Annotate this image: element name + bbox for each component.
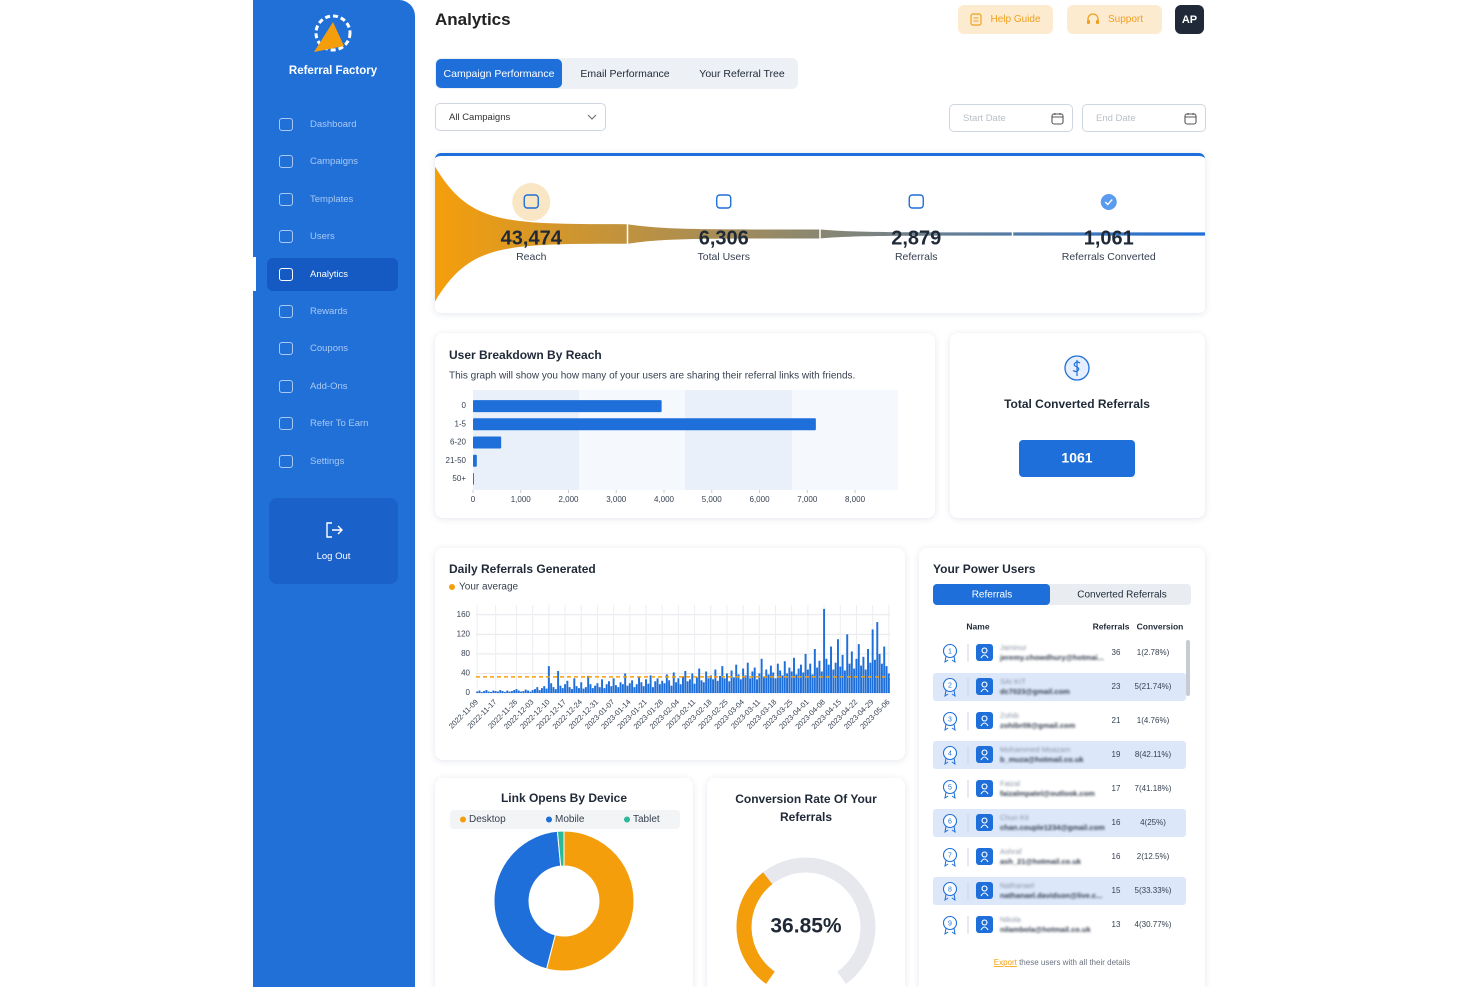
campaign-select[interactable]: All Campaigns [435,103,606,131]
nav-label[interactable]: Settings [310,455,345,467]
nav-label[interactable]: Templates [310,193,354,205]
daily-card [435,548,905,760]
logout-label[interactable]: Log Out [316,550,351,562]
nav-icon [279,118,293,131]
calendar-icon [1184,112,1197,125]
support-icon [1086,13,1099,24]
nav-icon [279,454,293,468]
campaign-select-label[interactable]: All Campaigns [449,111,511,123]
nav-icon [279,417,293,431]
nav-label[interactable]: Users [310,231,335,243]
nav-item[interactable]: Dashboard [267,108,398,141]
nav-icon [279,230,293,244]
funnel-card [435,153,1205,313]
nav-icon [279,305,293,318]
tab[interactable]: Your Referral Tree [699,67,785,80]
nav-label[interactable]: Coupons [310,343,349,355]
nav-icon [279,267,293,281]
nav-icon [279,342,293,356]
help-icon [970,13,983,26]
sidebar [253,0,415,987]
nav-label[interactable]: Rewards [310,306,348,317]
nav-label[interactable]: Analytics [310,268,349,280]
logout-button[interactable]: Log Out [269,498,398,584]
nav-icon [279,192,293,206]
nav-item[interactable]: Analytics [267,257,398,291]
nav-label[interactable]: Refer To Earn [310,418,369,430]
nav-label[interactable]: Dashboard [310,119,357,130]
active-marker [253,257,256,291]
nav-icon [279,155,293,169]
nav-item[interactable]: Add-Ons [267,370,398,403]
nav-item[interactable]: Rewards [267,295,398,328]
nav-item[interactable]: Settings [267,445,398,478]
gauge-title: Conversion Rate Of Your Referrals [735,792,877,824]
nav-label[interactable]: Add-Ons [310,380,348,392]
device-card [435,778,693,987]
power-users-card [919,548,1205,987]
nav-icon [279,379,293,393]
nav-item[interactable]: Users [267,220,398,253]
page-title: Analytics [435,10,511,29]
end-date[interactable]: End Date [1082,104,1206,132]
nav-label[interactable]: Campaigns [310,156,359,168]
help-label[interactable]: Help Guide [990,14,1041,25]
chevron [587,114,597,120]
nav-item[interactable]: Templates [267,183,398,216]
start-date-label[interactable]: Start Date [963,112,1006,124]
reach-card [435,333,935,518]
support-button[interactable]: Support [1067,5,1162,34]
support-label[interactable]: Support [1107,14,1144,25]
nav-item[interactable]: Campaigns [267,145,398,178]
tab[interactable]: Email Performance [580,67,670,80]
nav-item[interactable]: Refer To Earn [267,407,398,440]
logout-icon [325,521,343,538]
help-button[interactable]: Help Guide [958,5,1053,34]
calendar-icon [1051,112,1064,125]
end-date-label[interactable]: End Date [1096,112,1136,124]
total-card [950,333,1205,518]
start-date[interactable]: Start Date [949,104,1073,132]
avatar[interactable]: AP [1175,5,1204,34]
tab[interactable]: Campaign Performance [436,59,562,88]
nav-item[interactable]: Coupons [267,332,398,365]
